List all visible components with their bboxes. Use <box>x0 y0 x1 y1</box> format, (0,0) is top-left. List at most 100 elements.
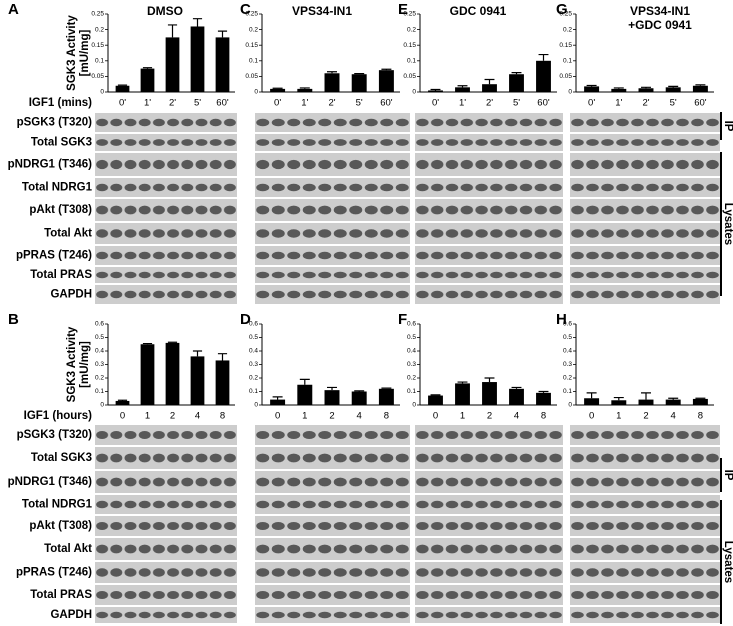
x-tick-label: 2' <box>486 98 493 109</box>
y-tick-label: 0.3 <box>563 361 572 368</box>
y-tick-label: 0.5 <box>249 334 258 341</box>
error-bar <box>457 381 468 384</box>
blot <box>415 285 563 304</box>
x-tick-label: 2 <box>643 411 648 422</box>
x-tick-label: 60' <box>216 98 229 109</box>
error-bar <box>613 396 624 401</box>
error-bar <box>538 390 549 393</box>
y-tick-label: 0.6 <box>563 321 572 328</box>
error-bar <box>327 71 337 74</box>
blot <box>255 285 410 304</box>
bar <box>638 399 654 405</box>
x-tick-label: 0' <box>432 98 439 109</box>
blot <box>570 178 720 197</box>
bar <box>665 399 681 405</box>
error-bar <box>217 30 228 38</box>
y-tick-label: 0.05 <box>559 73 572 80</box>
error-bar <box>430 88 441 91</box>
y-tick-label: 0 <box>254 89 258 96</box>
error-bar <box>327 386 337 391</box>
bar <box>115 85 130 92</box>
panel-letter: E <box>398 1 408 18</box>
x-tick-label: 5' <box>194 98 201 109</box>
error-bar <box>511 386 522 389</box>
bar <box>428 90 443 92</box>
y-tick-label: 0.2 <box>563 26 572 33</box>
y-tick-label: 0.25 <box>403 11 416 18</box>
error-bar <box>586 84 597 87</box>
error-bar <box>484 377 495 383</box>
bar <box>351 391 367 405</box>
error-bar <box>192 18 203 27</box>
y-tick-label: 0.05 <box>403 73 416 80</box>
bar <box>482 84 497 92</box>
side-label: IP <box>722 121 733 132</box>
y-tick-label: 0.3 <box>407 361 416 368</box>
x-tick-label: 0 <box>433 411 438 422</box>
blot <box>570 425 720 445</box>
x-tick-label: 1 <box>616 411 621 422</box>
bar <box>351 74 367 92</box>
y-tick-label: 0.4 <box>563 348 572 355</box>
error-bar <box>586 392 597 399</box>
x-tick-label: 0 <box>275 411 280 422</box>
blot <box>255 562 410 583</box>
y-tick-label: 0.1 <box>95 388 104 395</box>
panel-letter: A <box>8 1 19 18</box>
y-tick-label: 0.1 <box>249 58 258 65</box>
blot-label: pAkt (T308) <box>29 204 92 216</box>
bar <box>584 398 600 405</box>
panel-letter: F <box>398 311 407 328</box>
blot <box>95 425 237 445</box>
error-bar <box>641 86 651 89</box>
y-tick-label: 0.15 <box>91 42 104 49</box>
y-tick-label: 0.15 <box>559 42 572 49</box>
bar <box>190 26 205 93</box>
y-tick-label: 0.15 <box>245 42 258 49</box>
bar <box>455 383 470 405</box>
panel-letter: C <box>240 1 251 18</box>
blot <box>415 246 563 265</box>
bar <box>638 88 654 92</box>
bar <box>665 87 681 92</box>
blot <box>415 134 563 151</box>
x-tick-label: 0 <box>589 411 594 422</box>
error-bar <box>511 72 522 75</box>
error-bar <box>354 72 365 75</box>
blot <box>415 607 563 623</box>
blot <box>255 178 410 197</box>
x-tick-label: 4 <box>671 411 676 422</box>
blot <box>570 538 720 560</box>
y-tick-label: 0.2 <box>95 375 104 382</box>
blot <box>95 113 237 132</box>
blot-label: Total Akt <box>44 228 92 240</box>
bar <box>536 392 551 405</box>
blot <box>95 153 237 176</box>
blot <box>570 153 720 176</box>
error-bar <box>117 399 128 401</box>
blot <box>255 607 410 623</box>
blot-label: Total NDRG1 <box>22 182 93 194</box>
blot <box>95 538 237 560</box>
bar <box>297 384 313 405</box>
blot <box>415 178 563 197</box>
x-tick-label: 4 <box>514 411 519 422</box>
blot <box>415 471 563 493</box>
x-tick-label: 1 <box>460 411 465 422</box>
y-tick-label: 0 <box>100 89 104 96</box>
bar <box>297 88 313 92</box>
y-axis-title: [mU/mg] <box>79 341 91 388</box>
blot-label: pAkt (T308) <box>29 520 92 532</box>
y-tick-label: 0.25 <box>245 11 258 18</box>
panel-title: +GDC 0941 <box>628 18 692 32</box>
y-tick-label: 0.1 <box>407 58 416 65</box>
blot <box>255 113 410 132</box>
bar <box>324 73 340 92</box>
x-tick-label: 1' <box>144 98 151 109</box>
blot <box>570 447 720 469</box>
x-tick-label: 5' <box>670 98 677 109</box>
bar <box>584 86 600 92</box>
y-tick-label: 0 <box>412 89 416 96</box>
x-axis-title: IGF1 (hours) <box>24 410 93 422</box>
bar <box>611 88 627 92</box>
